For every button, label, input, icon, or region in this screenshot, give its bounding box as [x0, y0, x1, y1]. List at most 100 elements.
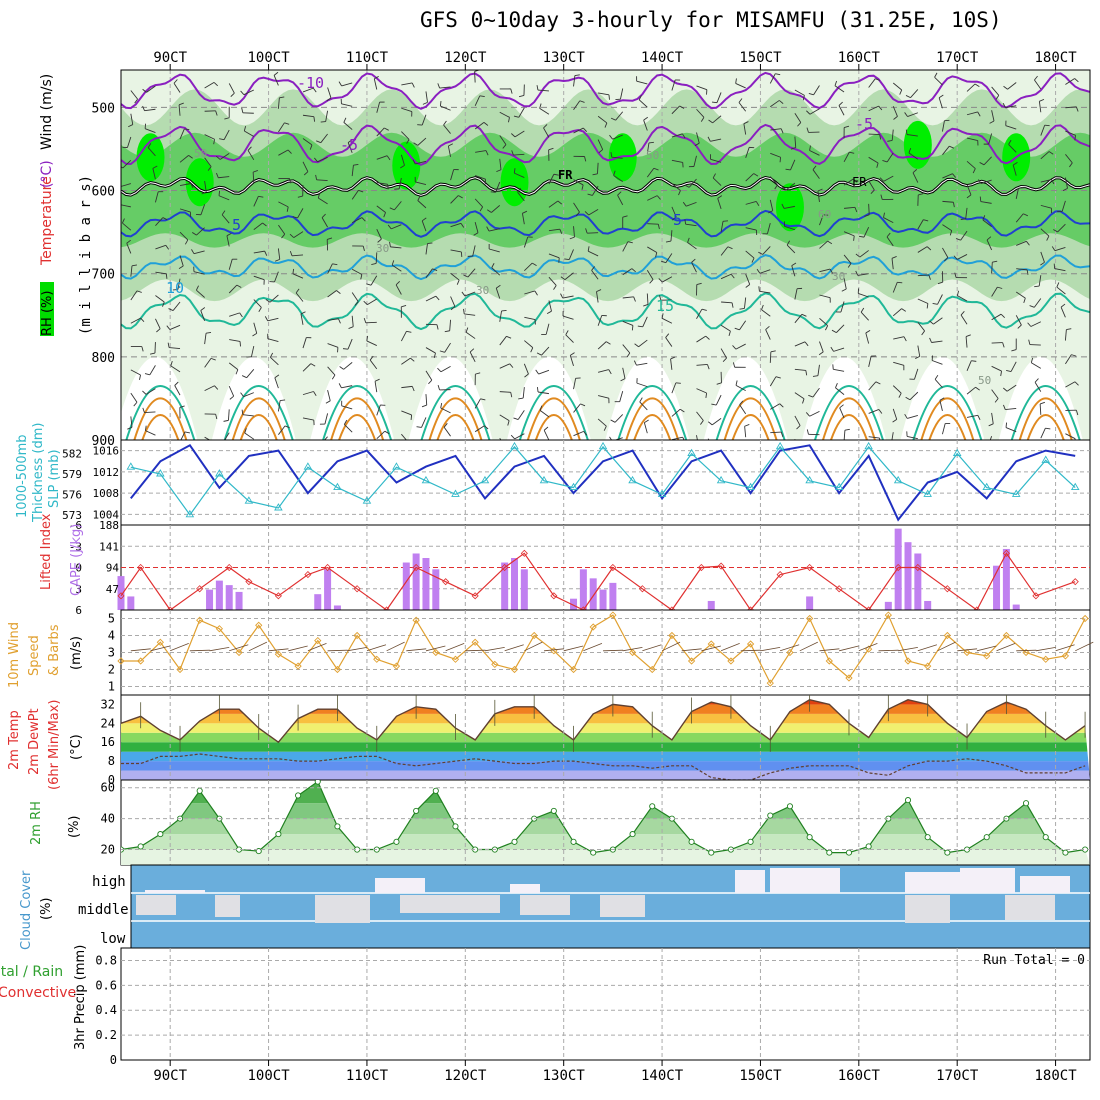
wind-barb-flag: [327, 237, 333, 240]
wind-barb: [573, 378, 577, 390]
wind-barb-flag: [605, 341, 611, 345]
wind-barb: [318, 197, 328, 205]
wind-barb: [744, 426, 747, 438]
wind-barb-10m: [858, 643, 878, 652]
wind-barb-flag: [366, 335, 369, 341]
wind-barb: [517, 191, 525, 202]
wind-barb-flag: [1003, 85, 1008, 90]
wind-barb-flag: [804, 341, 809, 347]
thickness-point: [421, 475, 431, 484]
isotherm-25: [133, 397, 188, 440]
wind-barb: [130, 113, 134, 125]
wind-barb-flag: [805, 370, 808, 376]
wind-barb: [226, 235, 230, 247]
lifted-index-point: [638, 585, 646, 593]
wind-barb: [1064, 329, 1067, 341]
wind-barb-flag: [374, 75, 379, 80]
wind-barb-flag: [591, 266, 596, 271]
wind-barb-flag: [812, 375, 818, 377]
wind-barb-flag: [506, 335, 512, 339]
wind-barb: [598, 369, 609, 373]
wind-barb-10m: [661, 641, 681, 652]
wind-barb-flag: [923, 219, 929, 222]
wind-barb-flag: [879, 437, 881, 440]
wind-barb: [868, 156, 879, 164]
wind-barb: [892, 308, 902, 317]
wind-barb: [966, 386, 976, 395]
wind-barb-10m: [229, 644, 249, 652]
wind-barb: [1040, 228, 1050, 237]
wind-barb: [246, 369, 255, 378]
wind-barb: [794, 415, 801, 426]
wind-barb: [401, 107, 412, 112]
isotherm-5: [121, 209, 1090, 238]
wind-barb: [868, 356, 872, 367]
wind-tick: 5: [108, 612, 115, 626]
wind-barb: [499, 310, 503, 322]
wind-barb-flag: [165, 245, 170, 250]
cloud-level-low: low: [100, 931, 126, 947]
wind-barb-flag: [483, 122, 489, 126]
wind-barb-flag: [758, 251, 763, 255]
temp-tick: 0: [108, 773, 115, 787]
wind-barb-flag: [818, 351, 824, 356]
wind-barb: [514, 172, 525, 179]
wind-barb: [597, 315, 603, 326]
lifted-index-point: [609, 563, 617, 572]
wind-barb-10m: [603, 649, 624, 652]
wind-barb-flag: [406, 139, 410, 144]
wind-barb: [395, 284, 402, 295]
wind-speed-point: [904, 657, 912, 665]
wind-barb-flag: [450, 306, 456, 311]
wind-barb: [401, 433, 407, 440]
wind-barb: [244, 432, 255, 440]
wind-barb-10m: [288, 645, 308, 652]
wind-barb-flag: [312, 87, 317, 93]
wind-barb: [229, 339, 241, 342]
wind-barb: [1039, 403, 1042, 415]
wind-barb: [292, 273, 304, 279]
wind-barb: [450, 195, 459, 204]
wind-barb-flag: [384, 127, 389, 131]
wind-barb: [622, 268, 633, 276]
cape-tick: 141: [99, 540, 119, 553]
wind-barb: [295, 292, 304, 302]
rh-point: [747, 838, 754, 845]
wind-speed-point: [451, 655, 460, 663]
wind-barb-flag: [314, 157, 318, 163]
wind-barb: [417, 200, 427, 209]
wind-barb: [321, 217, 328, 228]
wind-speed-point: [491, 660, 499, 669]
wind-barb-flag: [548, 147, 554, 151]
wind-barb-flag: [633, 296, 636, 302]
wind-barb-flag: [458, 195, 463, 199]
wind-barb-flag: [687, 237, 690, 243]
wind-barb-flag: [929, 320, 934, 325]
wind-barb: [341, 82, 353, 87]
wind-barb: [145, 388, 156, 395]
wind-barb: [965, 336, 968, 348]
wind-barb-flag: [284, 122, 290, 125]
wind-barb: [1065, 130, 1076, 136]
wind-barb: [1008, 144, 1017, 153]
wind-barb-flag: [539, 405, 543, 411]
wind-barb-flag: [852, 178, 858, 183]
contour-label-10: 10: [166, 279, 184, 297]
rh-point: [1062, 849, 1069, 856]
wind-barb: [1064, 177, 1068, 189]
wind-barb-flag: [878, 409, 883, 414]
wind-barb: [253, 250, 265, 254]
wind-barb: [474, 71, 476, 83]
wind-barb: [696, 132, 700, 144]
rh-point: [393, 838, 400, 845]
wind-barb: [957, 295, 968, 302]
wind-barb: [942, 247, 949, 258]
cape-bar: [599, 589, 607, 610]
wind-barb: [170, 365, 181, 373]
wind-barb: [204, 358, 212, 368]
wind-barb-flag: [926, 303, 929, 309]
wind-barb: [539, 409, 550, 418]
wind-barb: [443, 124, 451, 134]
wind-barb: [868, 436, 880, 439]
wind-barb: [440, 105, 451, 111]
